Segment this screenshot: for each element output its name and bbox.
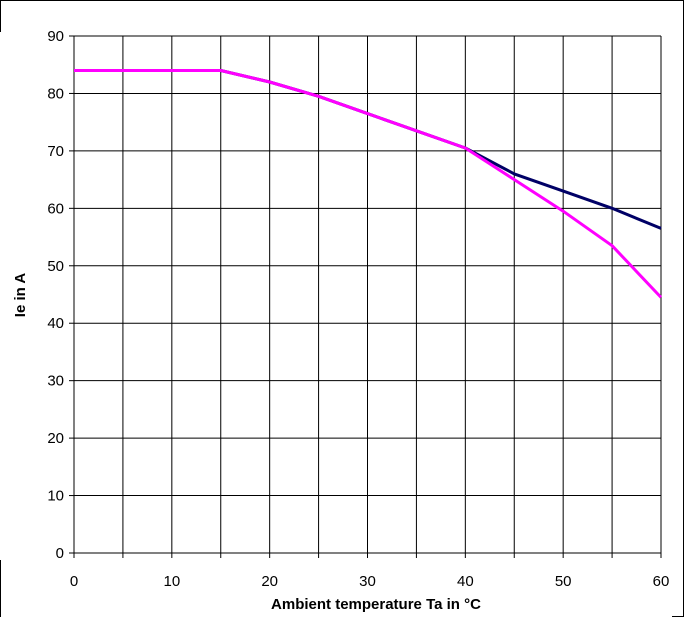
x-tick-label: 10: [163, 573, 180, 590]
y-tick-label: 40: [47, 315, 64, 332]
frame-top-border: [0, 0, 684, 1]
frame-left-border: [0, 0, 1, 32]
y-tick-label: 70: [47, 143, 64, 160]
frame-left-bottom-border: [0, 560, 1, 617]
x-tick-labels: 0 10 20 30 40 50 60: [70, 573, 670, 590]
y-tick-label: 30: [47, 373, 64, 390]
x-tick-label: 0: [70, 573, 78, 590]
y-tick-label: 80: [47, 85, 64, 102]
series-line-2: [74, 69, 663, 299]
x-tick-label: 20: [261, 573, 278, 590]
y-tick-label: 50: [47, 258, 64, 275]
x-tick-label: 50: [555, 573, 572, 590]
y-tick-label: 0: [56, 545, 64, 562]
x-tick-label: 40: [457, 573, 474, 590]
series-lines: [74, 69, 663, 299]
y-tick-label: 90: [47, 28, 64, 45]
x-tick-label: 30: [359, 573, 376, 590]
axes: [69, 35, 662, 558]
x-axis-title: Ambient temperature Ta in °C: [271, 596, 481, 613]
y-tick-label: 10: [47, 488, 64, 505]
y-tick-labels: 0 10 20 30 40 50 60 70 80 90: [47, 28, 64, 562]
x-tick-label: 60: [653, 573, 670, 590]
y-axis-title: Ie in A: [12, 273, 29, 318]
grid-lines: [73, 35, 662, 554]
y-tick-label: 20: [47, 430, 64, 447]
y-tick-label: 60: [47, 200, 64, 217]
